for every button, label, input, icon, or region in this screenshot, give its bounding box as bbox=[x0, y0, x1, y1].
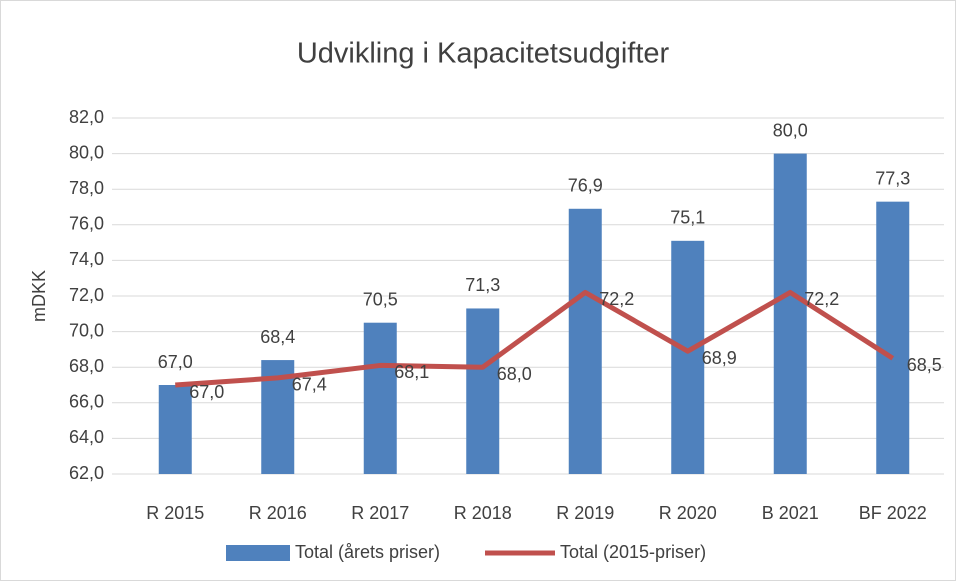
y-tick-label: 70,0 bbox=[69, 320, 104, 340]
data-label: 68,5 bbox=[907, 355, 942, 375]
chart-title: Udvikling i Kapacitetsudgifter bbox=[297, 38, 670, 70]
x-tick-label: R 2015 bbox=[146, 503, 204, 523]
y-tick-label: 64,0 bbox=[69, 427, 104, 447]
legend-label: Total (2015-priser) bbox=[560, 542, 706, 562]
line bbox=[175, 289, 895, 388]
bar bbox=[568, 208, 602, 474]
y-tick-label: 62,0 bbox=[69, 463, 104, 483]
data-label: 68,0 bbox=[497, 364, 532, 384]
bar bbox=[158, 385, 192, 474]
x-tick-label: B 2021 bbox=[762, 503, 819, 523]
data-label: 67,4 bbox=[292, 375, 327, 395]
y-tick-label: 66,0 bbox=[69, 392, 104, 412]
data-label: 68,1 bbox=[394, 362, 429, 382]
data-label: 80,0 bbox=[773, 120, 808, 140]
data-label: 67,0 bbox=[158, 352, 193, 372]
y-tick-label: 68,0 bbox=[69, 356, 104, 376]
bar bbox=[773, 153, 807, 474]
data-label: 76,9 bbox=[568, 176, 603, 196]
x-tick-label: R 2020 bbox=[659, 503, 717, 523]
data-label: 72,2 bbox=[599, 289, 634, 309]
bar bbox=[876, 201, 910, 474]
x-tick-label: BF 2022 bbox=[859, 503, 927, 523]
y-tick-label: 76,0 bbox=[69, 214, 104, 234]
y-axis-label: mDKK bbox=[29, 270, 49, 322]
data-label: 72,2 bbox=[804, 289, 839, 309]
bar bbox=[363, 322, 397, 474]
y-tick-label: 80,0 bbox=[69, 142, 104, 162]
data-label: 68,4 bbox=[260, 327, 295, 347]
x-tick-label: R 2017 bbox=[351, 503, 409, 523]
data-label: 67,0 bbox=[189, 382, 224, 402]
data-label: 71,3 bbox=[465, 275, 500, 295]
data-label: 75,1 bbox=[670, 208, 705, 228]
bar bbox=[466, 308, 500, 474]
x-tick-label: R 2019 bbox=[556, 503, 614, 523]
legend-label: Total (årets priser) bbox=[295, 542, 440, 562]
legend-swatch bbox=[226, 545, 290, 561]
y-tick-label: 74,0 bbox=[69, 249, 104, 269]
y-tick-label: 72,0 bbox=[69, 285, 104, 305]
bar bbox=[671, 240, 705, 474]
y-tick-label: 82,0 bbox=[69, 107, 104, 127]
x-tick-label: R 2016 bbox=[249, 503, 307, 523]
data-label: 77,3 bbox=[875, 168, 910, 188]
x-tick-label: R 2018 bbox=[454, 503, 512, 523]
data-label: 68,9 bbox=[702, 348, 737, 368]
data-label: 70,5 bbox=[363, 289, 398, 309]
y-tick-label: 78,0 bbox=[69, 178, 104, 198]
